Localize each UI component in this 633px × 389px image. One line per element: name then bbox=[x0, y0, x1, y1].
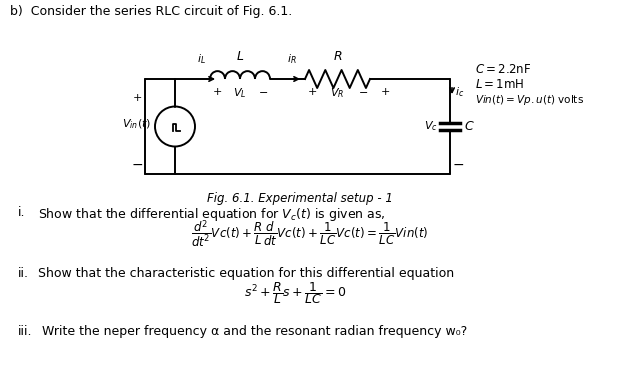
Text: Fig. 6.1. Experimental setup - 1: Fig. 6.1. Experimental setup - 1 bbox=[207, 192, 393, 205]
Text: i.: i. bbox=[18, 206, 25, 219]
Text: $-$: $-$ bbox=[131, 157, 143, 171]
Text: $V_c$: $V_c$ bbox=[424, 119, 438, 133]
Text: $i_R$: $i_R$ bbox=[287, 52, 297, 66]
Text: Write the neper frequency α and the resonant radian frequency w₀?: Write the neper frequency α and the reso… bbox=[42, 325, 467, 338]
Text: Show that the differential equation for $V_c(t)$ is given as,: Show that the differential equation for … bbox=[38, 206, 385, 223]
Text: Show that the characteristic equation for this differential equation: Show that the characteristic equation fo… bbox=[38, 267, 454, 280]
Text: $-$: $-$ bbox=[452, 157, 464, 171]
Text: $i_c$: $i_c$ bbox=[455, 85, 464, 99]
Text: $C=2.2\mathrm{nF}$: $C=2.2\mathrm{nF}$ bbox=[475, 63, 531, 76]
Text: $s^2 + \dfrac{R}{L}s + \dfrac{1}{LC} = 0$: $s^2 + \dfrac{R}{L}s + \dfrac{1}{LC} = 0… bbox=[244, 280, 346, 306]
Text: $Vin(t) = Vp.u(t)\ \mathrm{volts}$: $Vin(t) = Vp.u(t)\ \mathrm{volts}$ bbox=[475, 93, 584, 107]
Text: $L=1\mathrm{mH}$: $L=1\mathrm{mH}$ bbox=[475, 78, 525, 91]
Text: $+$: $+$ bbox=[132, 91, 142, 102]
Text: $+$: $+$ bbox=[212, 86, 222, 97]
Text: $i_L$: $i_L$ bbox=[197, 52, 206, 66]
Text: $+$: $+$ bbox=[307, 86, 317, 97]
Text: iii.: iii. bbox=[18, 325, 32, 338]
Text: $R$: $R$ bbox=[333, 50, 342, 63]
Text: $V_{in}(t)$: $V_{in}(t)$ bbox=[122, 118, 151, 131]
Text: $-$: $-$ bbox=[358, 86, 368, 96]
Text: $C$: $C$ bbox=[464, 120, 475, 133]
Text: $V_R$: $V_R$ bbox=[330, 86, 344, 100]
Text: ii.: ii. bbox=[18, 267, 29, 280]
Text: b)  Consider the series RLC circuit of Fig. 6.1.: b) Consider the series RLC circuit of Fi… bbox=[10, 5, 292, 18]
Text: $+$: $+$ bbox=[380, 86, 390, 97]
Text: $V_L$: $V_L$ bbox=[234, 86, 247, 100]
Text: $-$: $-$ bbox=[258, 86, 268, 96]
Text: $L$: $L$ bbox=[236, 50, 244, 63]
Text: $\dfrac{d^2}{dt^2}Vc(t) + \dfrac{R}{L}\dfrac{d}{dt}Vc(t) + \dfrac{1}{LC}Vc(t) = : $\dfrac{d^2}{dt^2}Vc(t) + \dfrac{R}{L}\d… bbox=[191, 218, 429, 250]
